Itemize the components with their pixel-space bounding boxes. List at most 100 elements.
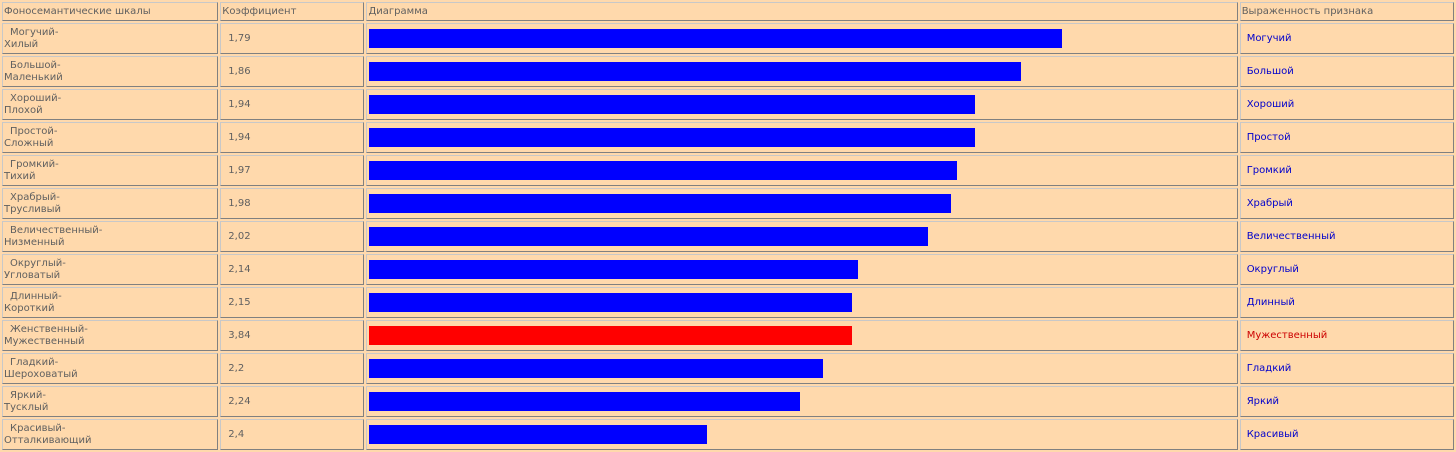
table-row: Яркий- Тусклый 2,24 Яркий [2,386,1454,417]
scale-bottom-label: Шероховатый [4,368,78,380]
sign-cell: Величественный [1239,221,1454,252]
sign-label: Красивый [1246,429,1299,440]
bar [369,359,824,378]
bar [369,392,801,411]
bar [369,260,859,279]
table-row: Длинный- Короткий 2,15 Длинный [2,287,1454,318]
bar [369,161,958,180]
scale-top-label: Величественный- [10,224,103,236]
diagram-cell [366,221,1238,252]
coefficient-cell: 2,02 [220,221,365,252]
scale-cell: Длинный- Короткий [2,287,219,318]
scale-cell: Громкий- Тихий [2,155,219,186]
bar [369,194,952,213]
header-scale: Фоносемантические шкалы [2,2,219,21]
header-sign: Выраженность признака [1239,2,1454,21]
scale-cell: Округлый- Угловатый [2,254,219,285]
scale-bottom-label: Отталкивающий [4,434,92,446]
coefficient-cell: 1,79 [220,23,365,54]
sign-label: Могучий [1246,33,1292,44]
coefficient-cell: 1,98 [220,188,365,219]
coefficient-cell: 1,97 [220,155,365,186]
diagram-cell [366,320,1238,351]
header-diagram: Диаграмма [366,2,1238,21]
scale-top-label: Длинный- [10,290,62,302]
scale-bottom-label: Тихий [4,170,36,182]
sign-cell: Храбрый [1239,188,1454,219]
bar [369,227,929,246]
scale-top-label: Громкий- [10,158,59,170]
diagram-cell [366,419,1238,450]
coefficient-cell: 2,14 [220,254,365,285]
sign-label: Храбрый [1246,198,1293,209]
diagram-cell [366,89,1238,120]
scale-bottom-label: Плохой [4,104,43,116]
diagram-cell [366,23,1238,54]
sign-label: Хороший [1246,99,1295,110]
scale-cell: Красивый- Отталкивающий [2,419,219,450]
diagram-cell [366,254,1238,285]
scale-bottom-label: Низменный [4,236,65,248]
bar [369,95,976,114]
table-row: Хороший- Плохой 1,94 Хороший [2,89,1454,120]
diagram-cell [366,122,1238,153]
scale-bottom-label: Маленький [4,71,63,83]
sign-label: Яркий [1246,396,1280,407]
scale-top-label: Простой- [10,125,58,137]
coefficient-cell: 1,86 [220,56,365,87]
sign-cell: Длинный [1239,287,1454,318]
diagram-cell [366,188,1238,219]
coefficient-cell: 1,94 [220,89,365,120]
scale-bottom-label: Короткий [4,302,55,314]
coefficient-cell: 2,15 [220,287,365,318]
scale-cell: Могучий- Хилый [2,23,219,54]
scale-cell: Хороший- Плохой [2,89,219,120]
table-body: Могучий- Хилый 1,79 Могучий Большой- Маленьки… [2,23,1454,450]
scale-cell: Женственный- Мужественный [2,320,219,351]
table-row: Громкий- Тихий 1,97 Громкий [2,155,1454,186]
sign-label: Мужественный [1246,330,1328,341]
sign-cell: Гладкий [1239,353,1454,384]
sign-cell: Большой [1239,56,1454,87]
scale-top-label: Хороший- [10,92,62,104]
sign-cell: Красивый [1239,419,1454,450]
sign-label: Громкий [1246,165,1292,176]
coefficient-cell: 1,94 [220,122,365,153]
sign-cell: Могучий [1239,23,1454,54]
scale-top-label: Женственный- [10,323,88,335]
sign-label: Длинный [1246,297,1295,308]
coefficient-cell: 2,24 [220,386,365,417]
table-row: Округлый- Угловатый 2,14 Округлый [2,254,1454,285]
scale-bottom-label: Тусклый [4,401,49,413]
scale-bottom-label: Хилый [4,38,39,50]
header-coefficient: Коэффициент [220,2,365,21]
bar [369,425,708,444]
sign-label: Гладкий [1246,363,1292,374]
scale-top-label: Красивый- [10,422,66,434]
scale-bottom-label: Мужественный [4,335,85,347]
table-row: Большой- Маленький 1,86 Большой [2,56,1454,87]
scale-cell: Величественный- Низменный [2,221,219,252]
scale-cell: Яркий- Тусклый [2,386,219,417]
coefficient-cell: 2,4 [220,419,365,450]
diagram-cell [366,353,1238,384]
diagram-cell [366,386,1238,417]
table-row: Простой- Сложный 1,94 Простой [2,122,1454,153]
bar [369,128,976,147]
sign-cell: Простой [1239,122,1454,153]
table-row: Гладкий- Шероховатый 2,2 Гладкий [2,353,1454,384]
coefficient-cell: 3,84 [220,320,365,351]
diagram-cell [366,287,1238,318]
sign-label: Величественный [1246,231,1336,242]
sign-cell: Громкий [1239,155,1454,186]
table-row: Величественный- Низменный 2,02 Величественн… [2,221,1454,252]
scale-top-label: Могучий- [10,26,59,38]
header-row: Фоносемантические шкалы Коэффициент Диаг… [2,2,1454,21]
scale-bottom-label: Сложный [4,137,54,149]
diagram-cell [366,155,1238,186]
table-row: Храбрый- Трусливый 1,98 Храбрый [2,188,1454,219]
bar [369,62,1022,81]
table-row: Красивый- Отталкивающий 2,4 Красивый [2,419,1454,450]
sign-cell: Яркий [1239,386,1454,417]
